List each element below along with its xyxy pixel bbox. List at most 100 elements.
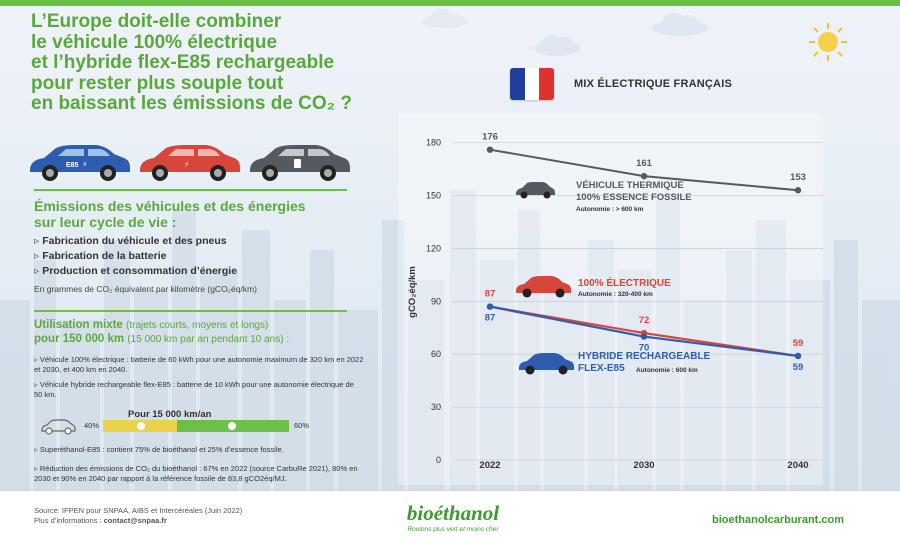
lifecycle-bullet-list: Fabrication du véhicule et des pneus Fab… bbox=[34, 234, 237, 279]
mix-usage-subtitle: pour 150 000 km (15 000 km par an pendan… bbox=[34, 333, 289, 345]
data-label: 59 bbox=[793, 338, 804, 349]
sun-icon bbox=[809, 23, 847, 61]
brand-logo: bioéthanol Roulons plus vert et moins ch… bbox=[368, 501, 538, 533]
title-line-1: L’Europe doit-elle combiner bbox=[31, 11, 282, 32]
grey-car-icon bbox=[516, 182, 555, 199]
red-car-icon bbox=[516, 276, 571, 298]
website-link[interactable]: bioethanolcarburant.com bbox=[712, 514, 845, 526]
contact-line: Plus d’informations : contact@snpaa.fr bbox=[34, 516, 242, 526]
data-point bbox=[794, 352, 802, 360]
mix-sub-light: (15 000 km par an pendant 10 ans) : bbox=[127, 334, 290, 345]
range-fuel-percent: 40% bbox=[84, 421, 100, 430]
data-label: 59 bbox=[793, 362, 804, 373]
source-text: Source: IFPEN pour SNPAA, AIBS et Interc… bbox=[34, 506, 243, 515]
mix-title-bold: Utilisation mixte bbox=[34, 319, 123, 331]
y-tick-label: 0 bbox=[436, 455, 441, 465]
flag-stripe bbox=[510, 68, 525, 100]
brand-name: bioéthanol bbox=[406, 501, 500, 525]
france-flag-icon bbox=[510, 68, 554, 100]
y-tick-label: 120 bbox=[426, 243, 441, 253]
cars-illustration: E85 ⚡ ⚡ bbox=[30, 145, 350, 181]
title-line-3: et l’hybride flex-E85 rechargeable bbox=[31, 52, 335, 73]
data-label: 161 bbox=[636, 158, 653, 169]
title-line-2: le véhicule 100% électrique bbox=[31, 31, 278, 53]
section-divider bbox=[34, 310, 347, 312]
note-ev-battery: Véhicule 100% électrique : batterie de 6… bbox=[34, 355, 364, 374]
range-title: Pour 15 000 km/an bbox=[128, 409, 212, 420]
footer-source: Source: IFPEN pour SNPAA, AIBS et Interc… bbox=[34, 506, 242, 526]
mix-title-light: (trajets courts, moyens et longs) bbox=[126, 320, 269, 331]
data-label: 87 bbox=[485, 313, 496, 324]
top-green-band bbox=[0, 0, 900, 6]
data-label: 176 bbox=[482, 132, 498, 143]
contact-email-link[interactable]: contact@snpaa.fr bbox=[103, 516, 167, 525]
data-point bbox=[486, 303, 494, 310]
list-item: Fabrication du véhicule et des pneus bbox=[34, 234, 237, 249]
svg-text:⚡: ⚡ bbox=[184, 160, 190, 169]
car-outline-icon bbox=[41, 419, 76, 435]
svg-text:E85: E85 bbox=[66, 162, 79, 169]
legend-ev: 100% ÉLECTRIQUE bbox=[578, 278, 671, 289]
section-divider bbox=[34, 189, 347, 191]
mix-sub-bold: pour 150 000 km bbox=[34, 333, 125, 345]
list-item: Production et consommation d’énergie bbox=[34, 264, 237, 279]
x-tick-label: 2040 bbox=[787, 460, 808, 471]
title-line-4: pour rester plus souple tout bbox=[31, 72, 284, 94]
subtitle-line-2: sur leur cycle de vie : bbox=[34, 214, 177, 230]
cloud-icon bbox=[652, 13, 708, 36]
data-label: 70 bbox=[639, 343, 650, 354]
unit-note: En grammes de CO₂ équivalent par kilomèt… bbox=[34, 284, 257, 294]
note-e85: Superéthanol-E85 : contient 75% de bioét… bbox=[34, 445, 364, 455]
y-tick-label: 150 bbox=[426, 191, 441, 201]
mix-usage-title: Utilisation mixte (trajets courts, moyen… bbox=[34, 319, 364, 332]
range-split-bar bbox=[103, 420, 289, 432]
y-tick-label: 30 bbox=[431, 402, 441, 412]
data-point bbox=[486, 146, 494, 153]
note-phev-battery: Véhicule hybride rechargeable flex-E85 :… bbox=[34, 380, 364, 399]
y-axis-label: gCO₂éq/km bbox=[407, 266, 418, 318]
cloud-icon bbox=[534, 35, 580, 56]
data-point bbox=[640, 333, 648, 340]
x-tick-label: 2030 bbox=[633, 460, 654, 471]
red-car-icon: ⚡ bbox=[140, 145, 240, 181]
chart-panel bbox=[398, 113, 823, 485]
fuel-share-segment bbox=[103, 420, 177, 432]
fuel-pump-icon bbox=[137, 422, 145, 430]
list-item: Fabrication de la batterie bbox=[34, 249, 237, 264]
section-subtitle: Émissions des véhicules et des énergies … bbox=[34, 198, 364, 230]
chart-title: MIX ÉLECTRIQUE FRANÇAIS bbox=[574, 78, 732, 90]
blue-car-icon: E85 ⚡ bbox=[30, 145, 130, 181]
legend-thermal-line-2: 100% ESSENCE FOSSILE bbox=[576, 191, 692, 203]
svg-text:⚡: ⚡ bbox=[82, 160, 88, 169]
page-title: L’Europe doit-elle combiner le véhicule … bbox=[31, 11, 421, 115]
grey-car-icon bbox=[250, 145, 350, 181]
legend-thermal-line-1: VÉHICULE THERMIQUE bbox=[576, 180, 684, 191]
data-label: 72 bbox=[639, 315, 650, 326]
legend-phev-line-1: HYBRIDE RECHARGEABLE bbox=[578, 351, 711, 362]
legend-phev: HYBRIDE RECHARGEABLE FLEX-E85 bbox=[578, 351, 710, 374]
y-tick-label: 180 bbox=[426, 138, 441, 148]
x-tick-label: 2022 bbox=[479, 460, 500, 471]
y-tick-label: 90 bbox=[431, 296, 441, 306]
legend-phev-line-2: FLEX-E85 bbox=[578, 362, 625, 374]
brand-tagline: Roulons plus vert et moins cher bbox=[407, 526, 499, 533]
legend-thermal-range: Autonomie : > 600 km bbox=[576, 206, 644, 213]
y-tick-label: 60 bbox=[431, 349, 441, 359]
contact-prefix: Plus d’informations : bbox=[34, 516, 102, 525]
legend-phev-range: Autonomie : 600 km bbox=[636, 367, 698, 374]
data-point bbox=[794, 187, 802, 194]
legend-thermal: VÉHICULE THERMIQUE 100% ESSENCE FOSSILE bbox=[576, 180, 692, 203]
subtitle-line-1: Émissions des véhicules et des énergies bbox=[34, 198, 306, 214]
title-line-5: en baissant les émissions de CO₂ ? bbox=[31, 93, 352, 114]
data-point bbox=[640, 172, 648, 180]
legend-ev-range: Autonomie : 320-400 km bbox=[578, 291, 653, 298]
plug-icon bbox=[228, 422, 236, 430]
flag-stripe bbox=[524, 68, 540, 100]
data-label: 87 bbox=[485, 289, 496, 300]
cloud-icon bbox=[422, 9, 468, 28]
flag-stripe bbox=[539, 68, 554, 100]
data-label: 153 bbox=[790, 172, 806, 183]
footer bbox=[0, 490, 900, 537]
note-reduction: Réduction des émissions de CO₂ du bioéth… bbox=[34, 464, 364, 483]
